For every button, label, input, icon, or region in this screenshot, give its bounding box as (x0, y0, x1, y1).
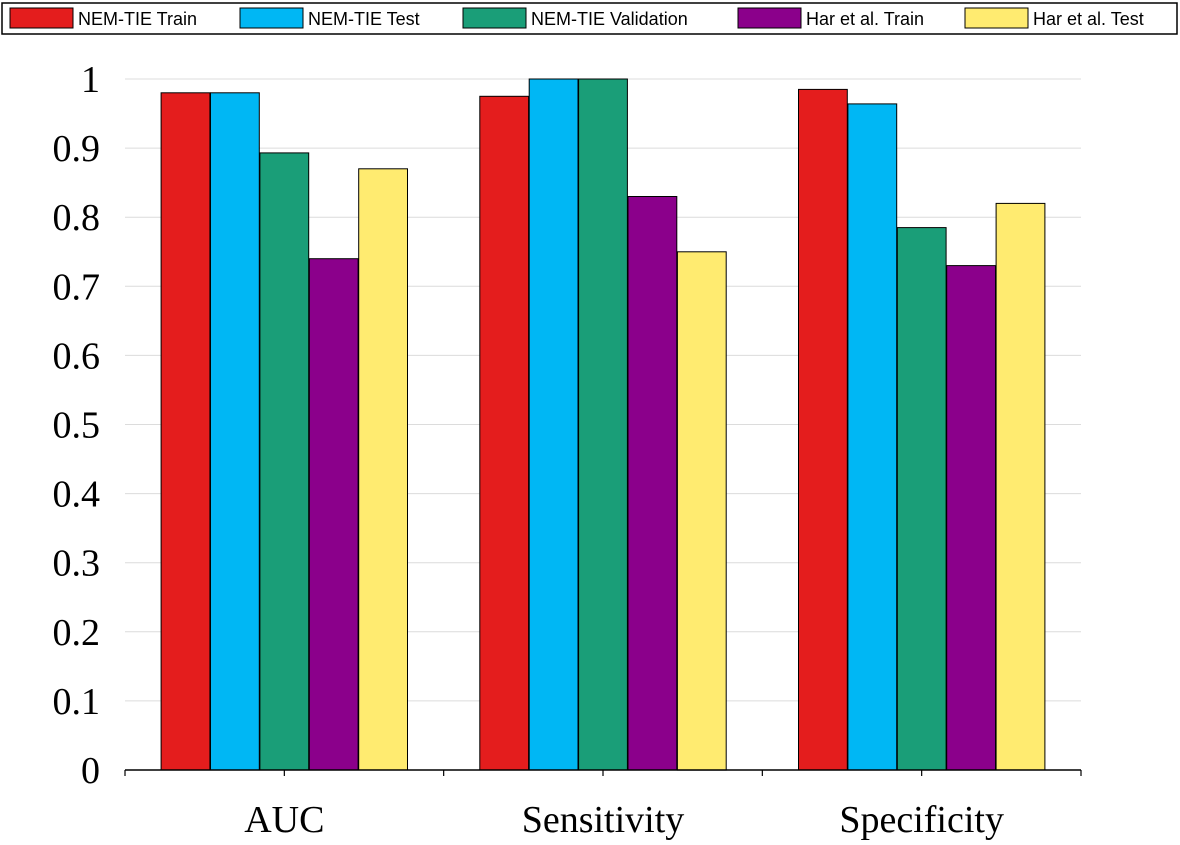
x-category-label-2: Specificity (839, 799, 1004, 841)
y-tick-labels: 0 0.1 0.2 0.3 0.4 0.5 0.6 0.7 0.8 0.9 1 (53, 59, 101, 792)
x-category-label-1: Sensitivity (522, 799, 685, 841)
bar-auc-2 (259, 152, 310, 771)
legend-swatch-3 (737, 7, 802, 29)
bar-sensitivity-1 (528, 78, 579, 771)
bar-auc-3 (308, 258, 359, 771)
bar-specificity-0 (798, 88, 848, 771)
y-tick-label-8: 0.8 (53, 197, 101, 239)
legend-label-0: NEM-TIE Train (78, 9, 197, 29)
bar-specificity-4 (995, 202, 1046, 771)
y-tick-label-5: 0.5 (53, 405, 101, 447)
legend-label-3: Har et al. Train (806, 9, 924, 29)
bar-specificity-1 (847, 103, 898, 771)
legend-swatch-1 (239, 7, 304, 29)
x-category-labels: AUC Sensitivity Specificity (244, 799, 1004, 841)
y-tick-label-6: 0.6 (53, 335, 101, 377)
y-tick-label-3: 0.3 (53, 543, 101, 585)
legend-swatch-2 (462, 7, 527, 29)
bar-specificity-3 (946, 265, 997, 771)
bar-sensitivity-4 (676, 251, 727, 771)
y-tick-label-2: 0.2 (53, 612, 101, 654)
y-tick-label-0: 0 (81, 750, 100, 792)
legend-swatch-0 (9, 7, 74, 29)
bars (160, 78, 1046, 771)
legend-label-4: Har et al. Test (1033, 9, 1144, 29)
bar-sensitivity-3 (627, 196, 678, 771)
bar-auc-4 (358, 168, 409, 771)
y-tick-label-7: 0.7 (53, 266, 101, 308)
bar-specificity-2 (896, 227, 947, 771)
bar-auc-1 (210, 92, 260, 771)
y-tick-label-9: 0.9 (53, 128, 101, 170)
legend-swatch-4 (964, 7, 1029, 29)
y-tick-label-1: 0.1 (53, 681, 101, 723)
bar-sensitivity-2 (578, 78, 628, 771)
axes (124, 769, 1082, 776)
x-category-label-0: AUC (244, 799, 324, 841)
legend: NEM-TIE Train NEM-TIE Test NEM-TIE Validat… (9, 7, 1144, 29)
legend-label-1: NEM-TIE Test (308, 9, 420, 29)
y-tick-label-10: 1 (81, 59, 100, 101)
legend-label-2: NEM-TIE Validation (531, 9, 688, 29)
y-tick-label-4: 0.4 (53, 474, 101, 516)
bar-auc-0 (160, 92, 211, 771)
bar-sensitivity-0 (479, 95, 530, 771)
